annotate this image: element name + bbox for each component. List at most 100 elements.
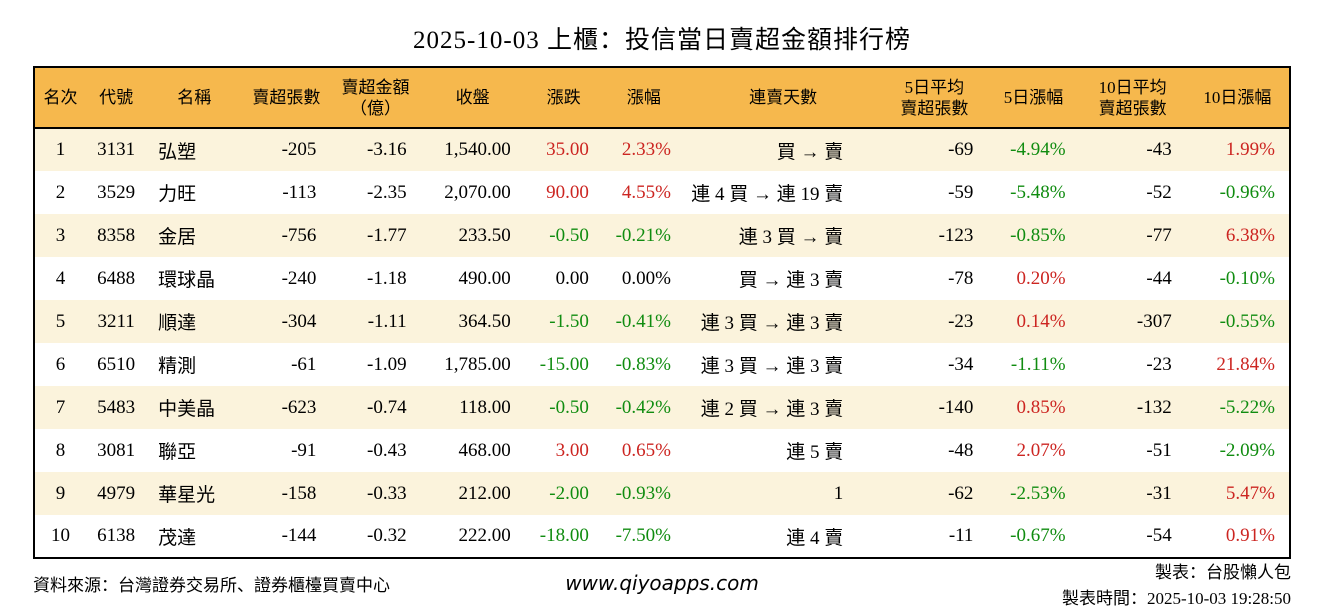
cell-sell-volume: -61 xyxy=(291,353,317,375)
cell-name: 弘塑 xyxy=(158,141,197,163)
cell-change: 0.00 xyxy=(555,267,589,289)
cell-5d-pct: 0.85% xyxy=(1016,396,1066,418)
cell-sell-volume: -113 xyxy=(282,181,317,203)
cell-5d-avg-volume: -59 xyxy=(948,181,974,203)
cell-name: 茂達 xyxy=(158,527,197,549)
cell-name: 聯亞 xyxy=(158,442,197,463)
cell-5d-pct: -1.11% xyxy=(1010,353,1066,375)
cell-5d-avg-volume: -78 xyxy=(948,267,974,289)
cell-change: 35.00 xyxy=(546,139,589,160)
cell-change: -15.00 xyxy=(539,353,589,375)
cell-10d-avg-volume: -52 xyxy=(1146,181,1172,203)
cell-sell-amount: -0.43 xyxy=(367,439,407,461)
cell-close: 118.00 xyxy=(459,396,511,418)
cell-code: 3211 xyxy=(97,310,135,332)
cell-10d-pct: 0.91% xyxy=(1225,525,1275,546)
cell-sell-volume: -144 xyxy=(281,525,317,546)
table-row: 4 6488 環球晶 -240 -1.18 490.00 0.00 0.00% 買 → 連 3 … xyxy=(34,257,1290,300)
cell-change: 90.00 xyxy=(546,181,589,203)
cell-rank: 8 xyxy=(55,439,66,461)
cell-rank: 7 xyxy=(55,396,66,418)
cell-code: 8358 xyxy=(97,224,136,246)
cell-name: 精測 xyxy=(158,356,197,377)
cell-change-pct: 4.55% xyxy=(621,181,671,203)
cell-10d-pct: -0.55% xyxy=(1219,310,1275,332)
cell-close: 364.50 xyxy=(458,310,511,332)
column-header: 漲幅 xyxy=(602,67,685,129)
cell-streak: 連 3 買 → 連 3 賣 xyxy=(700,313,844,334)
cell-name: 金居 xyxy=(158,227,197,248)
cell-5d-avg-volume: -123 xyxy=(938,224,974,246)
cell-5d-pct: -4.94% xyxy=(1010,139,1066,160)
cell-5d-avg-volume: -23 xyxy=(948,310,974,332)
cell-change: -2.00 xyxy=(549,482,589,504)
cell-rank: 9 xyxy=(55,482,66,504)
cell-sell-amount: -0.33 xyxy=(367,482,407,504)
page-title: 2025-10-03 上櫃：投信當日賣超金額排行榜 xyxy=(413,27,911,54)
cell-10d-pct: -5.22% xyxy=(1219,396,1275,418)
cell-sell-amount: -1.77 xyxy=(367,224,407,246)
cell-change: -1.50 xyxy=(549,310,589,332)
cell-rank: 4 xyxy=(55,267,66,289)
cell-change-pct: -0.83% xyxy=(615,353,671,375)
cell-code: 3081 xyxy=(97,439,136,461)
table-row: 10 6138 茂達 -144 -0.32 222.00 -18.00 -7.50% 連 4 賣… xyxy=(34,515,1290,558)
cell-5d-avg-volume: -140 xyxy=(938,396,974,418)
table-row: 3 8358 金居 -756 -1.77 233.50 -0.50 -0.21% 連 3 買 →… xyxy=(34,214,1290,257)
cell-rank: 3 xyxy=(55,224,66,246)
cell-streak: 連 2 買 → 連 3 賣 xyxy=(700,399,844,420)
cell-10d-pct: 6.38% xyxy=(1225,224,1275,246)
cell-10d-pct: -0.10% xyxy=(1219,267,1275,289)
cell-change: -0.50 xyxy=(549,224,589,246)
column-header: 連賣天數 xyxy=(684,67,882,129)
cell-code: 6138 xyxy=(97,525,136,546)
cell-change-pct: -7.50% xyxy=(615,525,671,546)
table-row: 1 3131 弘塑 -205 -3.16 1,540.00 35.00 2.33% 買 → 賣 -… xyxy=(34,128,1290,171)
cell-5d-pct: 0.20% xyxy=(1016,267,1066,289)
cell-close: 233.50 xyxy=(458,224,511,246)
cell-10d-pct: 5.47% xyxy=(1225,482,1275,504)
column-header: 收盤 xyxy=(420,67,525,129)
cell-name: 力旺 xyxy=(158,184,197,205)
cell-change: 3.00 xyxy=(555,439,589,461)
cell-rank: 2 xyxy=(55,181,66,203)
cell-10d-avg-volume: -23 xyxy=(1146,353,1172,375)
cell-streak: 連 4 賣 xyxy=(786,527,844,549)
cell-5d-avg-volume: -48 xyxy=(948,439,974,461)
cell-change-pct: -0.93% xyxy=(615,482,671,504)
cell-sell-amount: -1.18 xyxy=(367,267,407,289)
cell-streak: 1 xyxy=(833,482,844,504)
cell-name: 環球晶 xyxy=(158,270,216,291)
cell-code: 6488 xyxy=(97,267,136,289)
cell-close: 2,070.00 xyxy=(444,181,511,203)
cell-code: 6510 xyxy=(97,353,136,375)
ranking-table: 名次 代號 名稱 賣超張數 賣超金額 （億） 收盤 漲跌 漲幅 連賣天數 5日平均 賣超張數 5日漲… xyxy=(33,66,1291,559)
cell-10d-avg-volume: -132 xyxy=(1136,396,1172,418)
cell-5d-avg-volume: -69 xyxy=(948,139,974,160)
cell-streak: 連 4 買 → 連 19 賣 xyxy=(691,184,844,205)
website-url: www.qiyoapps.com xyxy=(565,571,759,595)
column-header: 5日漲幅 xyxy=(987,67,1080,129)
cell-streak: 連 3 買 → 賣 xyxy=(738,227,844,248)
data-source-text: 資料來源：台灣證券交易所、證券櫃檯買賣中心 xyxy=(33,576,390,595)
cell-5d-avg-volume: -11 xyxy=(948,525,974,546)
column-header: 漲跌 xyxy=(524,67,603,129)
cell-rank: 10 xyxy=(51,525,71,546)
cell-sell-volume: -756 xyxy=(281,224,317,246)
table-row: 9 4979 華星光 -158 -0.33 212.00 -2.00 -0.93% 1 -62 -2… xyxy=(34,472,1290,515)
cell-sell-volume: -91 xyxy=(291,439,317,461)
column-header: 10日漲幅 xyxy=(1185,67,1290,129)
column-header: 賣超金額 （億） xyxy=(330,67,421,129)
cell-sell-amount: -2.35 xyxy=(367,181,407,203)
cell-change-pct: -0.21% xyxy=(615,224,671,246)
cell-close: 1,785.00 xyxy=(444,353,511,375)
cell-rank: 5 xyxy=(55,310,66,332)
cell-5d-pct: -5.48% xyxy=(1010,181,1066,203)
cell-streak: 買 → 賣 xyxy=(776,141,844,163)
generated-time-text: 製表時間：2025-10-03 19:28:50 xyxy=(1061,589,1291,608)
cell-sell-volume: -205 xyxy=(281,139,317,160)
cell-5d-pct: -0.85% xyxy=(1010,224,1066,246)
footer: 資料來源：台灣證券交易所、證券櫃檯買賣中心 www.qiyoapps.com 製… xyxy=(33,559,1291,611)
cell-sell-amount: -1.11 xyxy=(367,310,407,332)
column-header: 10日平均 賣超張數 xyxy=(1079,67,1186,129)
